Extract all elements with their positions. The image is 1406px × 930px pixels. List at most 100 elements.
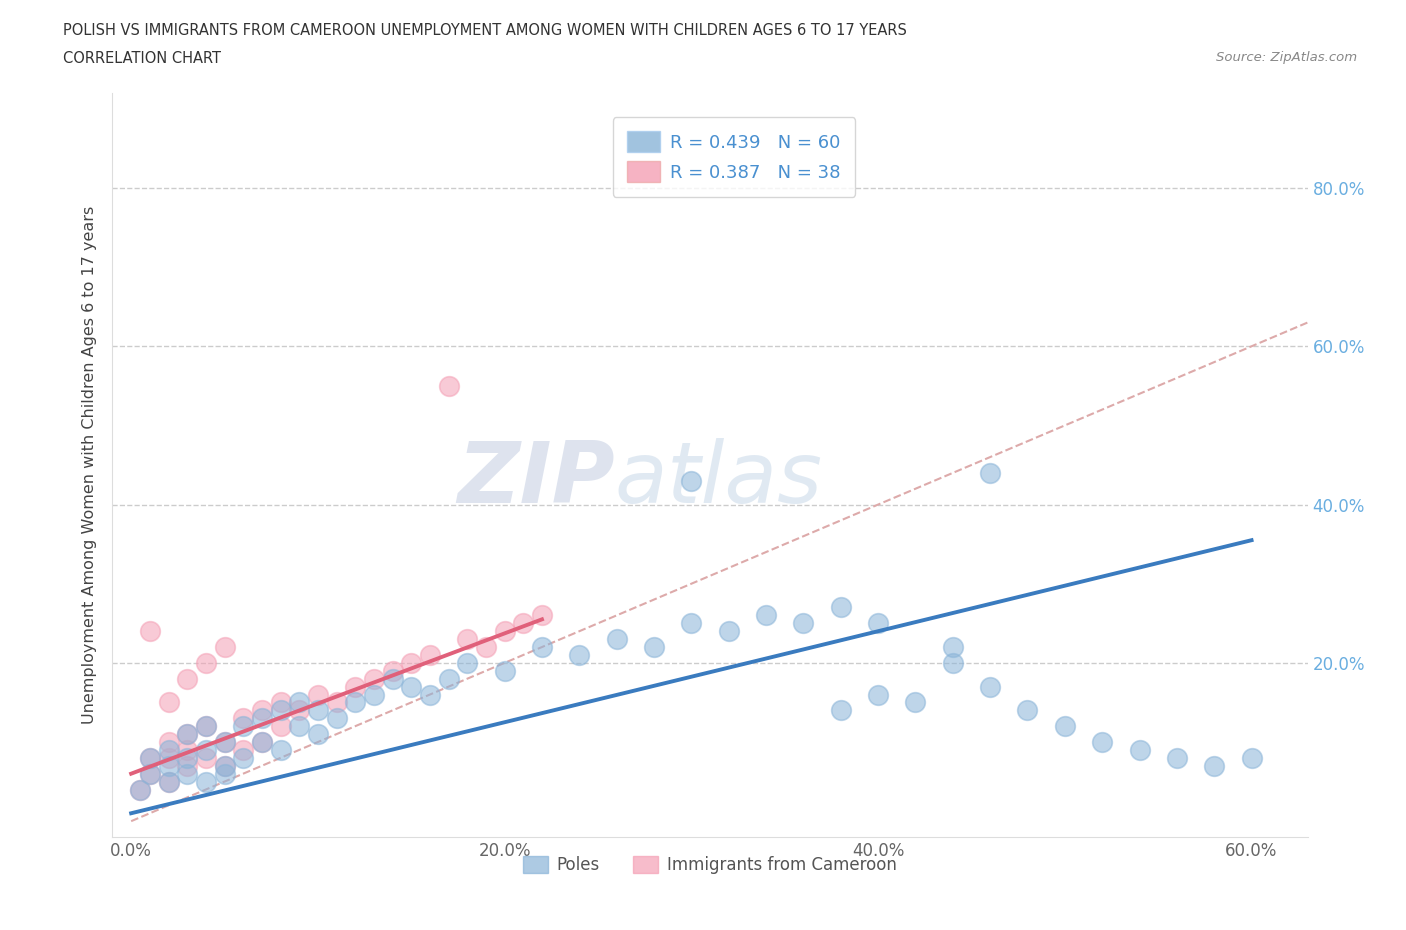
Point	[139, 751, 162, 765]
Point	[157, 774, 180, 789]
Point	[129, 782, 152, 797]
Text: POLISH VS IMMIGRANTS FROM CAMEROON UNEMPLOYMENT AMONG WOMEN WITH CHILDREN AGES 6: POLISH VS IMMIGRANTS FROM CAMEROON UNEMP…	[63, 23, 907, 38]
Point	[270, 695, 292, 710]
Point	[176, 742, 198, 757]
Point	[270, 703, 292, 718]
Point	[344, 679, 367, 694]
Point	[1091, 735, 1114, 750]
Point	[176, 758, 198, 773]
Point	[157, 735, 180, 750]
Point	[494, 624, 516, 639]
Point	[643, 640, 665, 655]
Point	[979, 466, 1001, 481]
Point	[288, 695, 311, 710]
Point	[681, 616, 703, 631]
Point	[288, 719, 311, 734]
Point	[250, 703, 273, 718]
Point	[250, 711, 273, 725]
Point	[194, 751, 217, 765]
Point	[250, 735, 273, 750]
Point	[232, 751, 254, 765]
Text: atlas: atlas	[614, 438, 823, 522]
Point	[194, 774, 217, 789]
Point	[904, 695, 927, 710]
Point	[250, 735, 273, 750]
Point	[717, 624, 740, 639]
Point	[176, 766, 198, 781]
Point	[194, 719, 217, 734]
Point	[139, 766, 162, 781]
Point	[363, 671, 385, 686]
Point	[214, 758, 236, 773]
Point	[979, 679, 1001, 694]
Point	[681, 473, 703, 488]
Point	[606, 631, 628, 646]
Text: CORRELATION CHART: CORRELATION CHART	[63, 51, 221, 66]
Point	[139, 624, 162, 639]
Point	[194, 656, 217, 671]
Point	[139, 751, 162, 765]
Point	[381, 671, 404, 686]
Point	[437, 379, 460, 393]
Point	[475, 640, 498, 655]
Point	[456, 631, 478, 646]
Point	[214, 735, 236, 750]
Point	[942, 640, 965, 655]
Point	[868, 616, 890, 631]
Legend: Poles, Immigrants from Cameroon: Poles, Immigrants from Cameroon	[517, 849, 903, 881]
Point	[176, 726, 198, 741]
Point	[512, 616, 534, 631]
Point	[194, 719, 217, 734]
Point	[419, 647, 441, 662]
Point	[1017, 703, 1039, 718]
Point	[401, 679, 423, 694]
Point	[270, 719, 292, 734]
Y-axis label: Unemployment Among Women with Children Ages 6 to 17 years: Unemployment Among Women with Children A…	[82, 206, 97, 724]
Point	[830, 703, 852, 718]
Point	[232, 719, 254, 734]
Point	[530, 608, 553, 623]
Point	[942, 656, 965, 671]
Point	[755, 608, 778, 623]
Point	[1053, 719, 1076, 734]
Point	[307, 703, 329, 718]
Point	[214, 758, 236, 773]
Point	[194, 742, 217, 757]
Point	[568, 647, 591, 662]
Point	[494, 663, 516, 678]
Point	[139, 766, 162, 781]
Point	[456, 656, 478, 671]
Point	[176, 726, 198, 741]
Point	[1240, 751, 1263, 765]
Point	[344, 695, 367, 710]
Point	[288, 703, 311, 718]
Point	[363, 687, 385, 702]
Point	[530, 640, 553, 655]
Text: ZIP: ZIP	[457, 438, 614, 522]
Point	[437, 671, 460, 686]
Point	[176, 671, 198, 686]
Point	[214, 766, 236, 781]
Point	[868, 687, 890, 702]
Point	[270, 742, 292, 757]
Point	[214, 640, 236, 655]
Point	[214, 735, 236, 750]
Point	[325, 695, 347, 710]
Point	[232, 711, 254, 725]
Point	[325, 711, 347, 725]
Point	[307, 726, 329, 741]
Point	[157, 695, 180, 710]
Point	[307, 687, 329, 702]
Point	[157, 758, 180, 773]
Point	[176, 751, 198, 765]
Point	[381, 663, 404, 678]
Point	[1166, 751, 1188, 765]
Point	[1128, 742, 1150, 757]
Point	[792, 616, 814, 631]
Point	[129, 782, 152, 797]
Point	[419, 687, 441, 702]
Point	[401, 656, 423, 671]
Point	[157, 742, 180, 757]
Text: Source: ZipAtlas.com: Source: ZipAtlas.com	[1216, 51, 1357, 64]
Point	[157, 774, 180, 789]
